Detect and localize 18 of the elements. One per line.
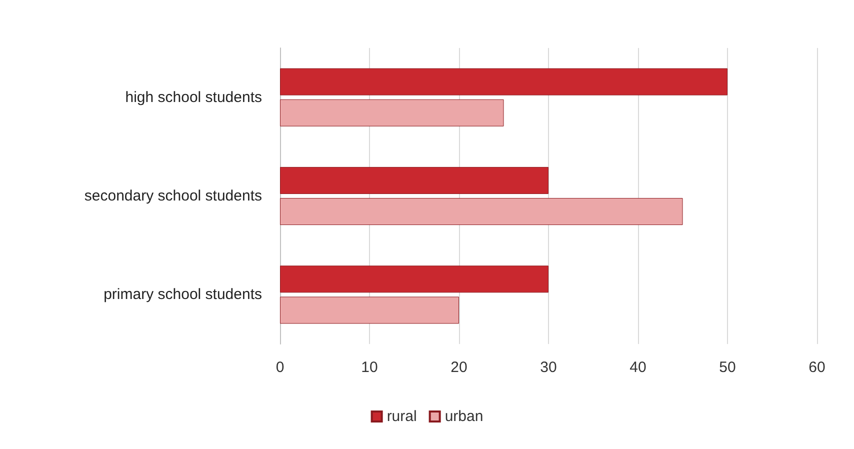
x-tick-label: 20 bbox=[450, 359, 468, 376]
bar bbox=[280, 166, 548, 194]
bar bbox=[280, 296, 459, 324]
legend-label: urban bbox=[444, 408, 484, 425]
bar bbox=[280, 198, 683, 226]
x-tick-label: 10 bbox=[361, 359, 378, 376]
x-tick-label: 40 bbox=[630, 359, 646, 376]
bar bbox=[280, 68, 728, 96]
x-tick-label: 0 bbox=[276, 359, 284, 376]
x-tick-label: 30 bbox=[540, 359, 557, 376]
y-tick-label: high school students bbox=[125, 88, 262, 106]
y-tick-label: secondary school students bbox=[84, 188, 262, 204]
legend-label: rural bbox=[386, 408, 417, 425]
x-tick-label: 60 bbox=[808, 359, 826, 376]
bar bbox=[280, 99, 504, 126]
bar bbox=[280, 266, 548, 293]
x-tick-label: 50 bbox=[719, 359, 736, 376]
y-tick-label: primary school students bbox=[104, 286, 262, 304]
